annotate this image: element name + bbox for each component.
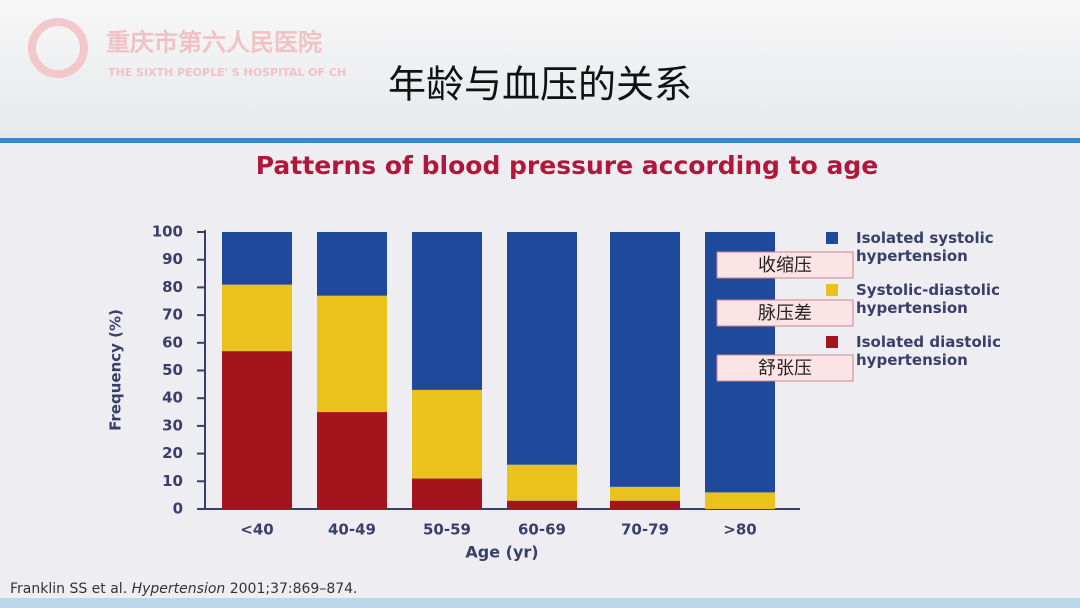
- bar-segment: [610, 486, 680, 501]
- legend-swatch: [826, 336, 838, 348]
- bar-segment: [610, 232, 680, 487]
- x-tick-label: <40: [240, 521, 273, 539]
- y-axis-label: Frequency (%): [107, 309, 125, 431]
- bar-segment: [507, 232, 577, 465]
- y-tick-label: 90: [162, 250, 183, 268]
- citation-ref: 2001;37:869–874.: [230, 581, 358, 597]
- bar-segment: [412, 478, 482, 509]
- y-tick-label: 10: [162, 472, 183, 490]
- annotation: 脉压差: [758, 303, 812, 324]
- bar-segment: [222, 232, 292, 285]
- bar-segment: [317, 295, 387, 413]
- y-tick-label: 30: [162, 416, 183, 434]
- annotation-box: [716, 251, 854, 279]
- legend-label: Isolated diastolic hypertension: [856, 333, 1001, 369]
- annotation-box: [716, 354, 854, 382]
- legend-label: Systolic-diastolic hypertension: [856, 281, 1000, 317]
- citation-journal: Hypertension: [132, 581, 226, 597]
- annotation: 舒张压: [758, 358, 812, 379]
- x-axis-label: Age (yr): [465, 543, 538, 562]
- y-tick-label: 80: [162, 278, 183, 296]
- bar-segment: [412, 389, 482, 479]
- bar-segment: [705, 492, 775, 509]
- chart-title: Patterns of blood pressure according to …: [256, 151, 878, 180]
- bar-segment: [317, 412, 387, 509]
- x-tick-label: 50-59: [423, 521, 471, 539]
- x-tick-label: 60-69: [518, 521, 566, 539]
- citation: Franklin SS et al. Hypertension 2001;37:…: [10, 581, 358, 597]
- bar-segment: [507, 464, 577, 501]
- y-tick-label: 20: [162, 444, 183, 462]
- bar-segment: [610, 500, 680, 509]
- logo-icon: [28, 18, 88, 78]
- y-tick-label: 60: [162, 333, 183, 351]
- y-tick-label: 70: [162, 306, 183, 324]
- y-tick-label: 100: [152, 223, 183, 241]
- header-rule: [0, 138, 1080, 143]
- legend-label: Isolated systolic hypertension: [856, 229, 994, 265]
- bar-segment: [317, 232, 387, 296]
- bar-segment: [222, 284, 292, 352]
- logo-name: 重庆市第六人民医院: [106, 28, 322, 57]
- bar-segment: [507, 500, 577, 509]
- legend-swatch: [826, 284, 838, 296]
- footer-band: [0, 598, 1080, 608]
- y-tick-label: 40: [162, 389, 183, 407]
- x-tick-label: 70-79: [621, 521, 669, 539]
- annotation-box: [716, 299, 854, 327]
- header-bg: [0, 0, 1080, 140]
- x-tick-label: 40-49: [328, 521, 376, 539]
- x-tick-label: >80: [723, 521, 756, 539]
- slide-title: 年龄与血压的关系: [388, 63, 692, 107]
- annotation: 收缩压: [758, 255, 812, 276]
- legend-swatch: [826, 232, 838, 244]
- y-tick-label: 50: [162, 361, 183, 379]
- y-tick-label: 0: [173, 500, 183, 518]
- bar-segment: [222, 351, 292, 509]
- logo-subtitle: THE SIXTH PEOPLE' S HOSPITAL OF CH: [108, 66, 346, 79]
- bar-segment: [412, 232, 482, 390]
- citation-authors: Franklin SS et al.: [10, 581, 127, 597]
